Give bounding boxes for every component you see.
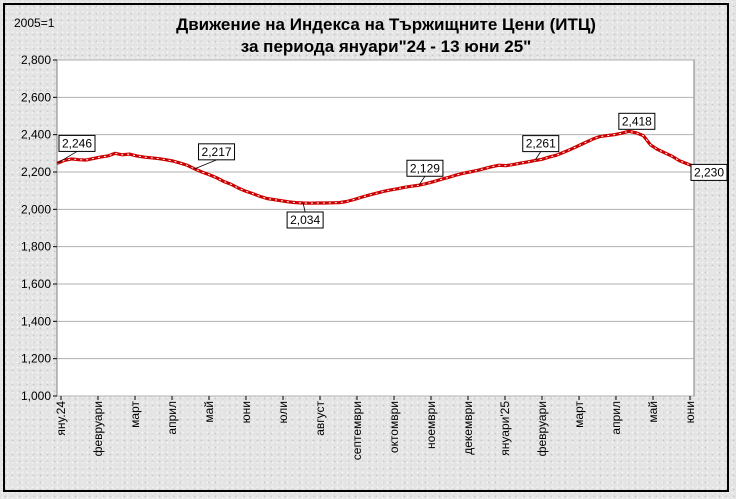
data-label-box [286, 211, 324, 229]
data-label-box [690, 163, 728, 181]
data-label-leader [194, 159, 217, 170]
data-label-leader [418, 176, 426, 186]
x-tick-label: юни [239, 401, 253, 423]
data-labels: 2,246 2,217 2,034 2,129 2,261 2,418 2,230 [56, 112, 728, 229]
y-tick-label: 2,200 [21, 165, 51, 179]
y-tick-label: 2,800 [21, 53, 51, 67]
y-tick-label: 2,600 [21, 90, 51, 104]
y-tick-label: 2,000 [21, 202, 51, 216]
plot-area [56, 59, 695, 397]
x-tick-label: юли [276, 401, 290, 423]
data-label-leader [534, 151, 542, 161]
y-axis: 1,000 1,200 1,400 1,600 1,800 2,000 2,200 2,400… [21, 53, 57, 403]
x-tick-label: април [609, 401, 623, 435]
x-tick-label: юни [683, 401, 697, 423]
x-axis: яну.24 февруари март април май юни юли август се… [54, 396, 697, 460]
x-tick-label: март [572, 401, 586, 428]
x-tick-label: ноември [424, 401, 438, 449]
x-tick-label: май [202, 401, 216, 423]
data-label-leader [302, 202, 306, 213]
series-itc [56, 129, 695, 205]
y-tick-label: 1,400 [21, 314, 51, 328]
data-label: 2,034 [290, 213, 320, 227]
data-label-box [406, 159, 444, 177]
base-year-note: 2005=1 [14, 16, 55, 30]
chart-title-line1: Движение на Индекса на Тържищните Цени (… [176, 15, 596, 34]
data-label: 2,246 [62, 136, 92, 150]
y-tick-label: 1,600 [21, 277, 51, 291]
x-tick-label: август [313, 401, 327, 436]
x-tick-label: октомври [387, 401, 401, 453]
chart-frame [3, 3, 729, 492]
gridlines [57, 59, 694, 397]
y-tick-label: 2,400 [21, 128, 51, 142]
data-label: 2,261 [526, 137, 556, 151]
x-tick-label: февруари [91, 401, 105, 456]
y-tick-label: 1,000 [21, 389, 51, 403]
series-line-highlight [56, 130, 695, 204]
data-label: 2,230 [694, 165, 724, 179]
data-label-leader [56, 151, 78, 164]
data-label: 2,418 [622, 114, 652, 128]
x-tick-label: април [165, 401, 179, 435]
x-tick-label: декември [461, 401, 475, 455]
x-tick-label: яну.24 [54, 401, 68, 436]
data-label-box [618, 112, 656, 130]
data-label-box [198, 143, 236, 161]
x-tick-label: септември [350, 401, 364, 460]
y-tick-label: 1,800 [21, 240, 51, 254]
x-tick-label: май [646, 401, 660, 423]
x-tick-label: януари'25 [498, 401, 512, 456]
data-label-box [58, 134, 96, 152]
x-tick-label: февруари [535, 401, 549, 456]
data-label: 2,217 [202, 145, 232, 159]
data-label: 2,129 [410, 161, 440, 175]
data-label-box [522, 135, 560, 153]
chart-title-line2: за периода януари"24 - 13 юни 25" [241, 37, 531, 56]
x-tick-label: март [128, 401, 142, 428]
y-tick-label: 1,200 [21, 352, 51, 366]
